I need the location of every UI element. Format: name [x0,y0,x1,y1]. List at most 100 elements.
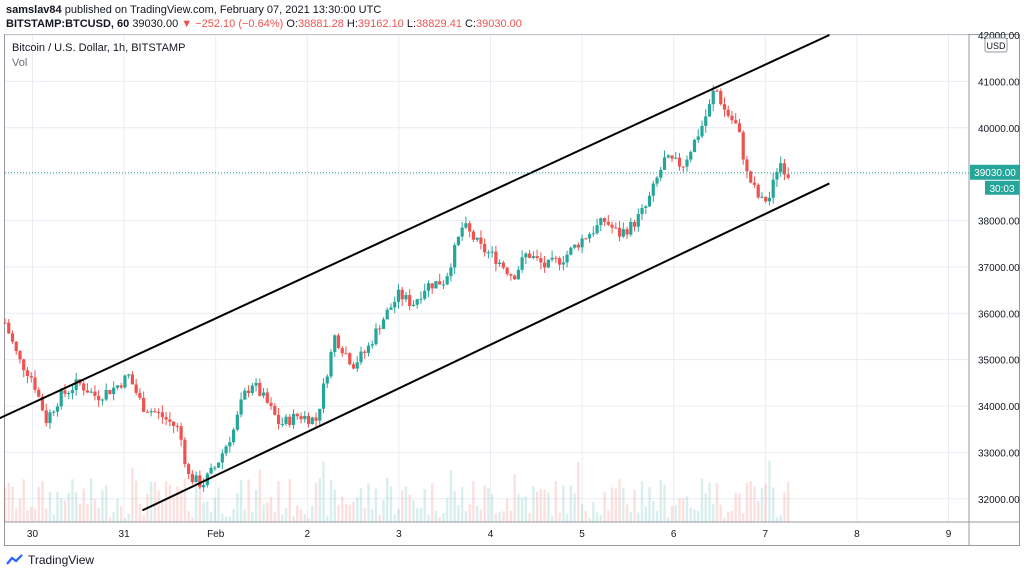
x-tick-label: 6 [671,529,677,540]
volume-bar [622,487,625,522]
y-tick-label: 32000.00 [978,495,1020,506]
candle-body [220,453,224,463]
candle-body [430,283,434,289]
volume-bar [273,512,277,522]
candle-body [771,179,775,198]
x-tick-label: 8 [854,529,860,540]
candle-body [370,344,374,346]
candle-body [760,196,764,198]
volume-bar [48,491,52,522]
candle-body [340,348,344,354]
candle-body [130,374,135,385]
candle-body [479,237,483,244]
open-value: 38881.28 [297,18,344,30]
currency-label: USD [986,41,1006,51]
low-value: 38829.41 [416,18,462,30]
volume-bar [209,511,213,522]
countdown-tag-label: 30:03 [989,184,1014,195]
volume-bar [138,503,142,522]
candle-body [213,467,217,469]
candle-body [557,258,562,265]
candle-body [321,383,326,409]
candle-body [63,390,67,394]
currency-badge[interactable] [984,37,1008,53]
candle-body [468,223,472,232]
volume-bar [202,502,205,522]
candle-body [14,341,18,352]
volume-bar [449,470,453,522]
volume-bar [580,503,584,522]
volume-bar [786,481,790,522]
candle-body [554,257,558,259]
volume-bar [427,514,430,522]
volume-bar [727,512,730,522]
volume-bar [712,504,715,522]
candle-body [250,385,254,393]
volume-bar [127,513,130,522]
candle-body [359,351,363,363]
volume-bar [45,508,48,522]
channel-trendline[interactable] [0,34,830,420]
volume-bar [708,482,711,522]
volume-bar [284,508,288,522]
volume-bar [468,504,471,522]
volume-bar [352,501,355,522]
candle-body [636,214,640,227]
tradingview-logo[interactable]: TradingView [6,553,94,567]
candle-body [134,384,138,393]
volume-bar [603,492,606,522]
publish-line: samslav84 published on TradingView.com, … [6,4,381,16]
candle-body [696,136,700,140]
volume-bar [487,487,490,522]
candle-body [246,390,251,393]
candle-body [722,104,727,110]
volume-bar [423,489,426,522]
volume-bar [232,508,235,522]
candle-body [651,183,655,196]
volume-bar [101,490,104,522]
volume-bar [367,483,370,522]
candle-body [104,389,108,400]
candle-body [494,251,498,264]
candle-body [449,267,453,277]
candle-body [576,244,580,248]
volume-bar [337,504,340,522]
candle-body [752,182,757,185]
volume-bar [588,517,591,522]
publisher-name[interactable]: samslav84 [6,4,62,16]
candle-body [621,229,625,237]
x-tick-label: 7 [762,529,768,540]
volume-bar [329,480,333,522]
candle-body [726,109,730,116]
volume-bar [659,480,662,522]
candle-body [10,333,15,342]
candle-body [453,245,457,268]
volume-bar [258,469,262,522]
countdown-tag [985,180,1019,195]
volume-bar [78,503,82,522]
candle-body [25,370,30,377]
candle-body [175,425,179,427]
candle-body [168,419,172,422]
volume-bar [187,511,190,522]
volume-bar [416,508,419,522]
x-tick-label: Feb [207,529,225,540]
volume-bar [326,515,329,522]
volume-bar [378,515,381,522]
volume-bar [745,482,749,522]
channel-trendline[interactable] [141,182,830,512]
last-price-value: 39030.00 [132,18,179,30]
volume-bar [52,514,55,522]
candle-body [310,417,314,424]
volume-bar [498,512,501,522]
volume-bar [15,508,18,522]
candle-body [183,439,187,465]
x-tick-label: 30 [27,529,39,540]
candle-body [408,295,412,307]
volume-bar [371,509,374,522]
volume-bar [243,509,247,522]
volume-bar [704,493,707,522]
candle-body [40,396,45,411]
candle-body [737,123,742,133]
